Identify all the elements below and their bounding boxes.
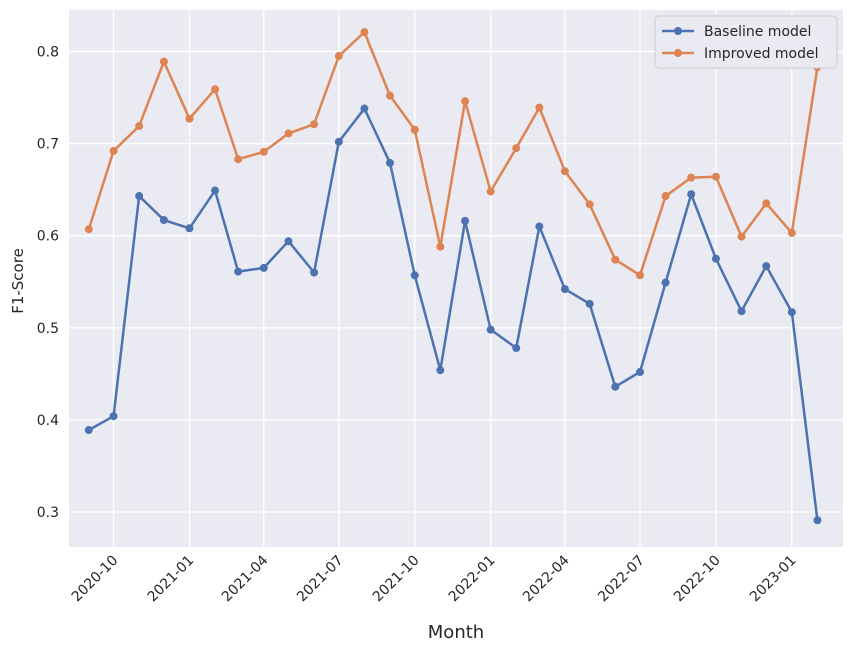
x-gridlines (112, 10, 793, 547)
data-point (512, 144, 521, 153)
legend-label: Baseline model (704, 24, 811, 40)
data-point (334, 52, 343, 61)
legend-item: Baseline model (662, 24, 811, 40)
x-tick-label: 2021-10 (370, 553, 423, 606)
data-point (611, 255, 620, 264)
data-point (560, 167, 569, 176)
x-tick-label: 2021-07 (294, 553, 347, 606)
data-point (560, 285, 569, 294)
data-point (234, 267, 243, 276)
data-point (259, 147, 268, 156)
x-tick-labels: 2020-10 2021-01 2021-04 2021-07 2021-10 2022-… (69, 552, 800, 605)
legend: Baseline model Improved model (654, 15, 838, 69)
data-point (284, 237, 293, 246)
series-0 (84, 104, 822, 525)
legend-marker (674, 27, 682, 35)
data-point (360, 104, 369, 113)
data-point (762, 262, 771, 271)
data-point (461, 97, 470, 106)
y-tick-label: 0.4 (37, 413, 59, 429)
data-point (486, 187, 495, 196)
data-point (711, 254, 720, 263)
data-point (234, 155, 243, 164)
data-point (211, 186, 220, 195)
data-point (687, 173, 696, 182)
data-point (486, 325, 495, 334)
legend-box (654, 15, 838, 69)
y-tick-label: 0.5 (37, 321, 59, 337)
data-point (687, 190, 696, 199)
data-point (410, 271, 419, 280)
data-point (185, 114, 194, 123)
series-line (88, 107, 819, 521)
data-point (334, 137, 343, 146)
data-point (360, 28, 369, 37)
y-axis-title: F1-Score (9, 248, 27, 314)
data-point (84, 426, 93, 435)
y-tick-label: 0.6 (37, 229, 59, 245)
x-tick-label: 2022-01 (446, 553, 499, 606)
data-point (109, 146, 118, 155)
data-point (461, 216, 470, 225)
data-point (159, 216, 168, 225)
data-point (787, 308, 796, 317)
data-point (535, 222, 544, 231)
data-point (737, 232, 746, 241)
x-tick-label: 2021-04 (219, 552, 272, 605)
data-point (385, 158, 394, 167)
x-tick-label: 2020-10 (69, 553, 122, 606)
y-tick-label: 0.8 (37, 44, 59, 60)
x-tick-label: 2023-01 (747, 553, 800, 606)
data-point (211, 85, 220, 94)
x-tick-label: 2022-10 (671, 553, 724, 606)
data-point (813, 516, 822, 525)
data-point (385, 91, 394, 100)
data-point (661, 278, 670, 287)
y-gridlines (69, 50, 843, 513)
data-point (410, 125, 419, 134)
y-tick-label: 0.3 (37, 505, 59, 521)
data-point (636, 367, 645, 376)
data-point (84, 225, 93, 234)
series-line (87, 30, 819, 277)
data-point (259, 263, 268, 272)
data-point (611, 382, 620, 391)
data-point (159, 57, 168, 66)
data-point (109, 412, 118, 421)
data-point (436, 366, 445, 375)
data-point (284, 129, 293, 138)
data-point (512, 344, 521, 353)
data-point (661, 192, 670, 201)
data-point (310, 120, 319, 129)
data-point (585, 299, 594, 308)
data-point (185, 224, 194, 233)
data-point (636, 271, 645, 280)
legend-label: Improved model (704, 46, 819, 62)
x-axis-title: Month (428, 622, 484, 643)
data-point (135, 192, 144, 201)
data-point (711, 172, 720, 181)
x-tick-label: 2022-07 (595, 553, 648, 606)
x-tick-label: 2021-01 (145, 553, 198, 606)
data-point (535, 103, 544, 112)
y-tick-label: 0.7 (37, 137, 59, 153)
x-tick-label: 2022-04 (520, 552, 573, 605)
data-point (787, 228, 796, 237)
data-point (436, 242, 445, 251)
data-point (310, 268, 319, 277)
data-point (135, 122, 144, 131)
y-tick-labels: 0.3 0.4 0.5 0.6 0.7 0.8 (37, 44, 59, 521)
data-point (585, 200, 594, 209)
legend-marker (674, 49, 682, 57)
data-point (737, 307, 746, 316)
legend-item: Improved model (662, 46, 819, 62)
data-point (762, 199, 771, 208)
